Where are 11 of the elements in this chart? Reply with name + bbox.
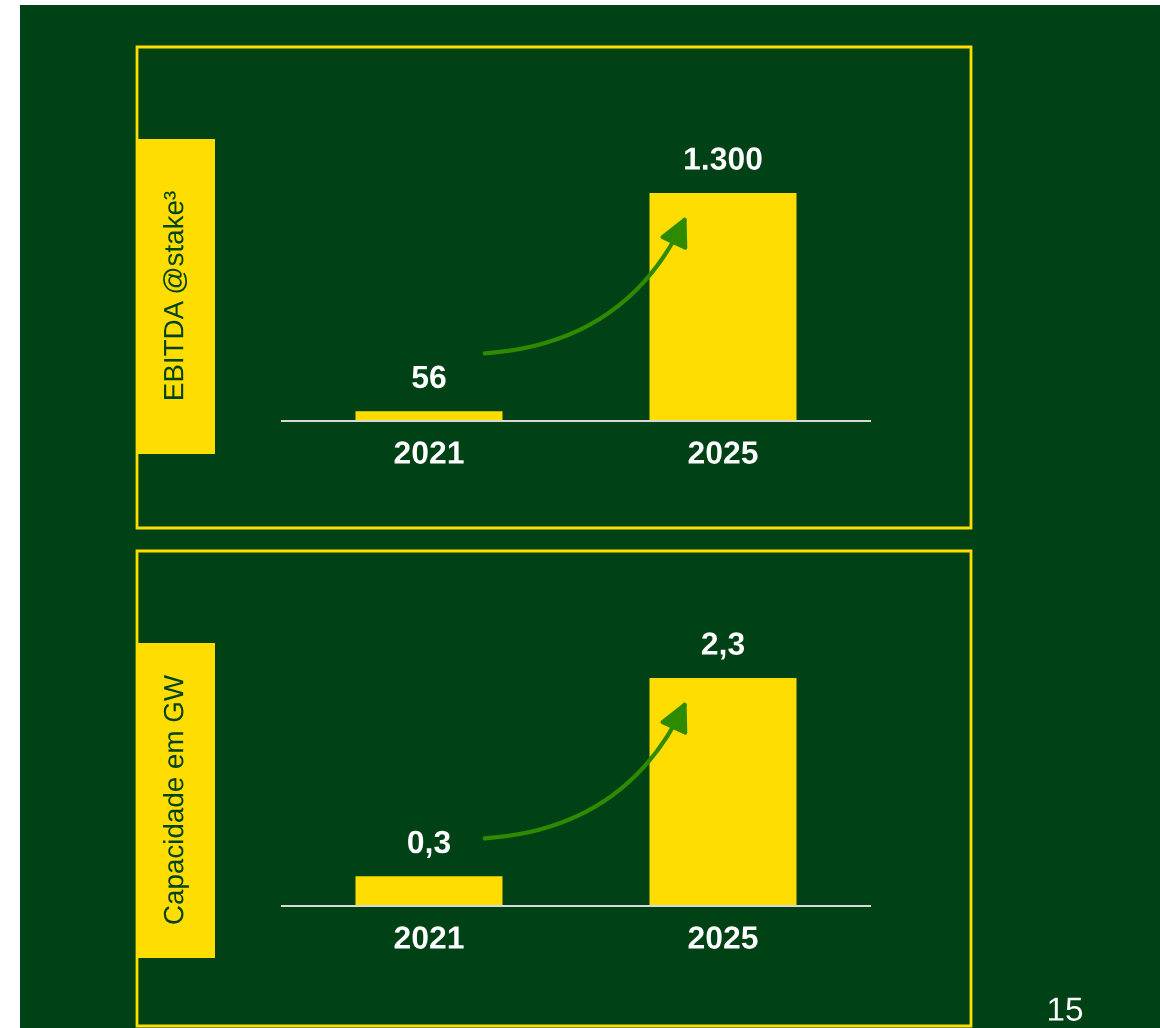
x-tick-label: 2025 [688, 441, 758, 464]
x-tick-label: 2021 [394, 441, 464, 464]
y-axis-title: EBITDA @stake³ [163, 191, 188, 399]
data-label: 0,3 [408, 830, 451, 858]
data-label: 2,3 [701, 632, 745, 660]
x-tick-label: 2025 [688, 926, 758, 949]
text: 15 [1049, 997, 1083, 1021]
data-label: 1.300 [685, 147, 762, 170]
x-tick-label: 2021 [394, 926, 464, 949]
data-label: 56 [412, 365, 446, 389]
y-axis-title: Capacidade em GW [163, 675, 189, 924]
